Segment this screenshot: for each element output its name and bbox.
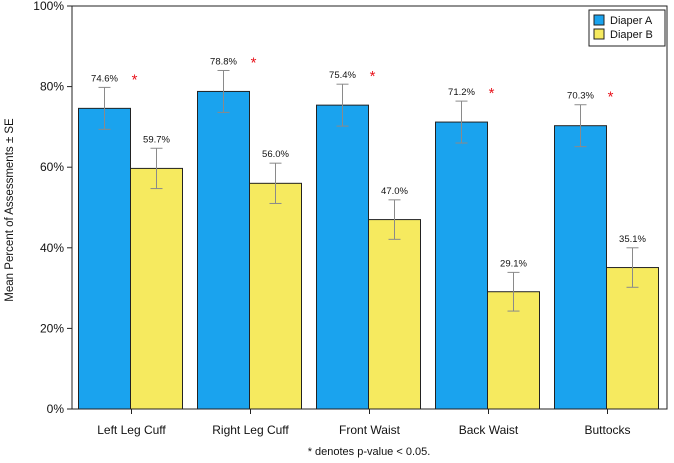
x-tick-label: Front Waist — [339, 423, 401, 437]
significance-marker: * — [489, 85, 495, 102]
bars: 74.6% * 59.7% 78.8% * 56.0% 75.4% * 47.0% 71.2% * 2… — [78, 54, 659, 410]
x-tick-label: Buttocks — [584, 423, 630, 437]
data-label: 59.7% — [143, 134, 170, 145]
bar-diaper-b — [606, 267, 659, 410]
bar-diaper-a — [554, 125, 607, 410]
legend-swatch-diaper-a — [593, 14, 605, 26]
significance-marker: * — [132, 71, 138, 88]
y-tick-label: 0% — [47, 402, 65, 416]
y-tick-label: 20% — [40, 321, 64, 335]
bar-diaper-b — [368, 219, 421, 410]
data-label: 75.4% — [329, 70, 356, 81]
data-label: 78.8% — [210, 56, 237, 67]
x-tick-label: Right Leg Cuff — [212, 423, 289, 437]
data-label: 29.1% — [500, 258, 527, 269]
bar-diaper-b — [249, 182, 302, 410]
bar-diaper-a — [78, 107, 131, 410]
data-label: 74.6% — [91, 73, 118, 84]
y-tick-label: 40% — [40, 241, 64, 255]
y-axis-label: Mean Percent of Assessments ± SE — [4, 118, 16, 302]
y-tick-label: 80% — [40, 80, 64, 94]
x-axis: Left Leg Cuff Right Leg Cuff Front Waist Ba… — [97, 409, 631, 437]
y-tick-label: 60% — [40, 160, 64, 174]
legend-label: Diaper A — [610, 15, 653, 27]
significance-marker: * — [370, 68, 376, 85]
data-label: 70.3% — [567, 91, 594, 102]
significance-marker: * — [608, 89, 614, 106]
legend-swatch-diaper-b — [593, 28, 605, 40]
bar-diaper-b — [130, 167, 183, 410]
bar-diaper-a — [316, 104, 369, 410]
footnote: * denotes p-value < 0.05. — [308, 446, 431, 458]
legend-label: Diaper B — [610, 29, 653, 41]
bar-diaper-a — [197, 90, 250, 410]
data-label: 35.1% — [619, 234, 646, 245]
y-tick-label: 100% — [33, 0, 64, 13]
bar-diaper-a — [435, 121, 488, 410]
x-tick-label: Left Leg Cuff — [97, 423, 166, 437]
data-label: 71.2% — [448, 87, 475, 98]
significance-marker: * — [251, 54, 257, 71]
y-axis: 0% 20% 40% 60% 80% 100% — [33, 0, 72, 416]
legend: Diaper A Diaper B — [588, 9, 666, 47]
data-label: 56.0% — [262, 149, 289, 160]
data-label: 47.0% — [381, 186, 408, 197]
x-tick-label: Back Waist — [459, 423, 519, 437]
